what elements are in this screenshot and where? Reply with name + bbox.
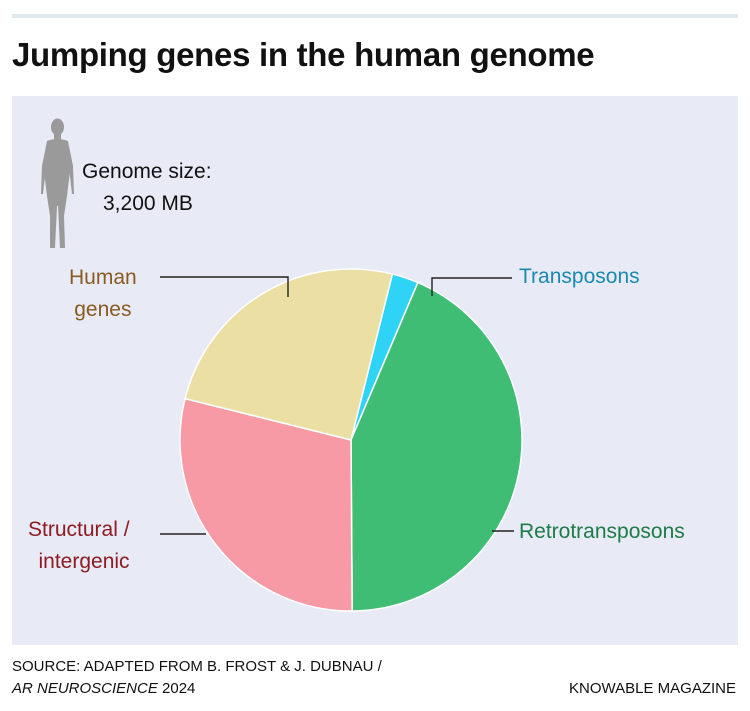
- slice-label-retrotransposons: Retrotransposons: [519, 520, 685, 543]
- leader-lines: [160, 276, 514, 535]
- credit: KNOWABLE MAGAZINE: [569, 680, 736, 697]
- top-rule: [12, 14, 738, 18]
- source-line-2: AR NEUROSCIENCE 2024: [12, 678, 382, 700]
- pie-chart: [41, 118, 523, 612]
- genome-size-label: Genome size: 3,200 MB: [82, 156, 212, 220]
- source-note: SOURCE: ADAPTED FROM B. FROST & J. DUBNA…: [12, 656, 382, 700]
- pie-slice-structural-intergenic: [179, 397, 353, 612]
- genome-size-caption: Genome size:: [82, 160, 212, 183]
- pie-slices: [179, 268, 523, 612]
- source-year: 2024: [157, 680, 196, 697]
- slice-label-structural: Structural / intergenic: [28, 518, 130, 573]
- source-line-1: SOURCE: ADAPTED FROM B. FROST & J. DUBNA…: [12, 658, 382, 675]
- pie-slice-retrotransposons: [350, 281, 523, 612]
- human-figure-icon: [41, 118, 74, 248]
- pie-slice-human-genes: [184, 268, 394, 441]
- genome-size-value: 3,200 MB: [103, 192, 193, 215]
- slice-label-human-genes: Human genes: [69, 266, 137, 321]
- leader-transposons: [431, 277, 512, 296]
- slice-label-transposons: Transposons: [519, 265, 640, 288]
- page-title: Jumping genes in the human genome: [12, 36, 595, 73]
- leader-human-genes: [160, 276, 289, 297]
- source-journal: AR NEUROSCIENCE: [12, 680, 158, 697]
